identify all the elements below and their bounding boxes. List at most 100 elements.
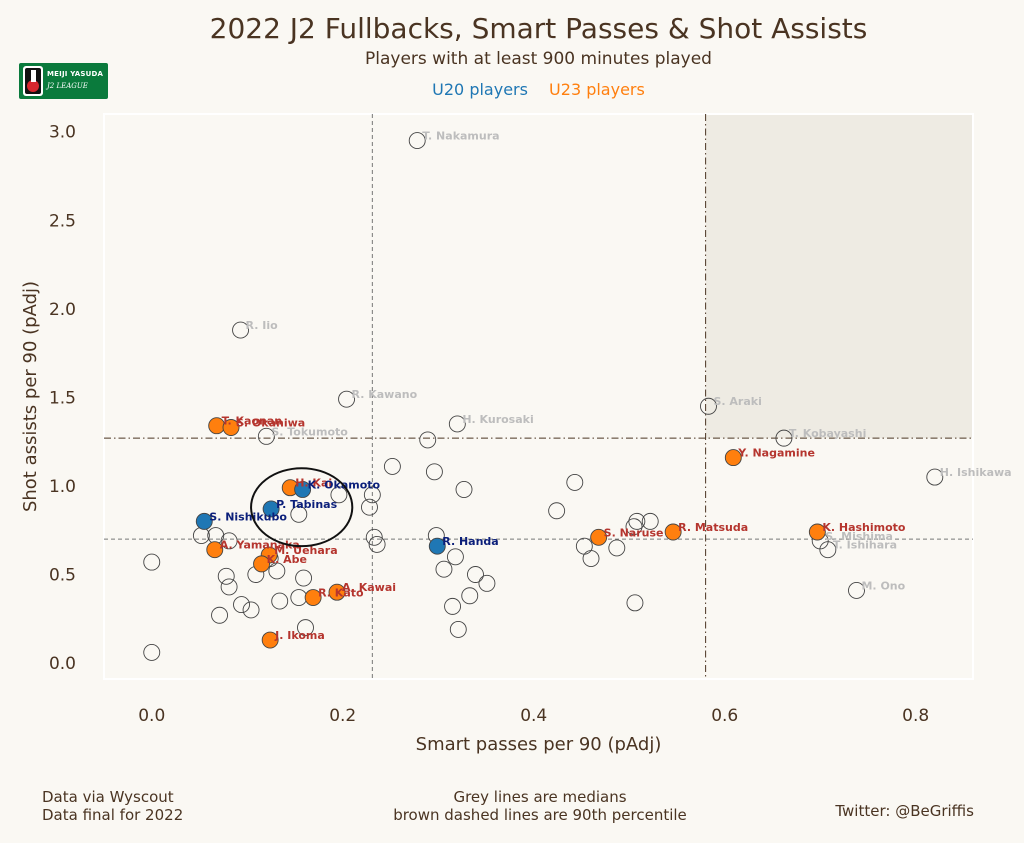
data-point bbox=[253, 555, 271, 573]
data-point bbox=[242, 601, 260, 619]
data-point bbox=[304, 589, 322, 606]
logo-text-league: J2 LEAGUE bbox=[47, 82, 88, 90]
data-point bbox=[328, 583, 346, 601]
legend-u23: U23 players bbox=[549, 80, 645, 99]
data-label: R. Kawano bbox=[352, 388, 418, 401]
data-point bbox=[575, 537, 593, 555]
data-label: S. Mishima bbox=[825, 530, 893, 543]
x-axis-label: Smart passes per 90 (pAdj) bbox=[416, 734, 662, 755]
data-point bbox=[724, 449, 742, 467]
data-point bbox=[808, 523, 826, 541]
data-point bbox=[271, 592, 289, 610]
x-tick-label: 0.4 bbox=[520, 706, 547, 726]
data-point bbox=[641, 512, 659, 530]
x-tick-label: 0.2 bbox=[329, 706, 356, 726]
data-label: A. Kawai bbox=[342, 581, 396, 594]
data-point bbox=[290, 505, 308, 523]
data-point bbox=[206, 541, 224, 559]
data-point bbox=[262, 500, 280, 518]
data-point bbox=[455, 481, 473, 498]
data-point bbox=[261, 631, 279, 649]
y-tick-label: 1.5 bbox=[49, 388, 76, 408]
x-tick-label: 0.6 bbox=[711, 706, 738, 726]
data-point bbox=[608, 539, 626, 557]
data-label: P. Tabinas bbox=[276, 498, 337, 511]
data-label: R. Matsuda bbox=[678, 521, 748, 534]
data-point bbox=[408, 132, 426, 150]
data-point bbox=[444, 597, 462, 615]
data-point bbox=[211, 606, 228, 624]
y-tick-label: 0.5 bbox=[49, 566, 76, 586]
footer-source-line1: Data via Wyscout bbox=[42, 788, 174, 806]
data-point bbox=[628, 512, 646, 530]
data-point bbox=[192, 527, 210, 544]
plot-frame bbox=[103, 113, 974, 680]
data-point bbox=[297, 619, 314, 637]
data-point bbox=[363, 486, 381, 504]
y-tick-label: 1.0 bbox=[49, 477, 76, 497]
data-label: J. Ikoma bbox=[274, 629, 325, 642]
data-label: R. Handa bbox=[442, 535, 498, 548]
legend-u20: U20 players bbox=[432, 80, 528, 99]
data-point bbox=[566, 473, 584, 491]
logo-text-sponsor: MEIJI YASUDA bbox=[47, 70, 104, 78]
data-point bbox=[383, 458, 401, 475]
data-label: M. Ono bbox=[861, 579, 905, 592]
data-label: S. Okaniwa bbox=[236, 416, 305, 429]
chart-title: 2022 J2 Fullbacks, Smart Passes & Shot A… bbox=[209, 12, 868, 45]
data-point bbox=[626, 594, 644, 612]
data-label: H. Kai bbox=[295, 477, 332, 490]
data-point bbox=[419, 431, 437, 449]
data-point bbox=[775, 429, 793, 447]
data-label: T. Ishihara bbox=[833, 539, 897, 552]
data-point bbox=[338, 390, 356, 408]
footer-notes-line2: brown dashed lines are 90th percentile bbox=[393, 806, 687, 824]
data-point bbox=[295, 569, 313, 587]
top-quadrant-shade bbox=[705, 114, 973, 439]
data-label: H. Ishikawa bbox=[940, 466, 1012, 479]
data-point bbox=[365, 528, 383, 546]
j2-league-logo: MEIJI YASUDA J2 LEAGUE bbox=[19, 63, 108, 99]
data-label: S. Tokumoto bbox=[271, 425, 348, 438]
footer-notes: Grey lines are medians brown dashed line… bbox=[360, 788, 720, 824]
highlight-ellipse bbox=[250, 467, 354, 548]
data-label: K. Hashimoto bbox=[822, 521, 906, 534]
data-point bbox=[425, 463, 443, 481]
x-tick-label: 0.8 bbox=[902, 706, 929, 726]
data-label: K. Abe bbox=[267, 553, 307, 566]
data-point bbox=[220, 532, 238, 550]
data-point bbox=[428, 537, 446, 555]
footer-source: Data via Wyscout Data final for 2022 bbox=[42, 788, 183, 824]
data-point bbox=[664, 523, 682, 541]
data-point bbox=[700, 397, 717, 415]
data-label: M. Uehara bbox=[274, 544, 337, 557]
data-label: S. Naruse bbox=[604, 526, 664, 539]
data-point bbox=[819, 541, 837, 559]
data-label: R. Iio bbox=[246, 319, 279, 332]
data-point bbox=[478, 574, 496, 592]
data-label: S. Araki bbox=[713, 395, 761, 408]
data-point bbox=[232, 321, 250, 339]
data-point bbox=[290, 589, 308, 606]
data-point bbox=[467, 566, 484, 583]
footer-twitter: Twitter: @BeGriffis bbox=[835, 802, 974, 820]
data-label: T. Nakamura bbox=[422, 130, 499, 143]
chart-subtitle: Players with at least 900 minutes played bbox=[365, 49, 712, 69]
data-point bbox=[449, 620, 467, 638]
data-point bbox=[848, 581, 865, 599]
data-point bbox=[294, 481, 312, 498]
data-point bbox=[446, 548, 464, 566]
y-tick-label: 2.0 bbox=[49, 300, 76, 320]
data-point bbox=[143, 553, 161, 571]
data-point bbox=[233, 596, 250, 614]
data-point bbox=[195, 512, 213, 530]
data-point bbox=[257, 427, 275, 445]
data-point bbox=[330, 486, 348, 504]
y-tick-label: 3.0 bbox=[49, 123, 76, 143]
y-tick-label: 0.0 bbox=[49, 654, 76, 674]
data-point bbox=[448, 415, 466, 433]
data-point bbox=[222, 419, 240, 436]
data-label: T. Kaonan bbox=[222, 415, 282, 428]
data-point bbox=[143, 643, 161, 661]
